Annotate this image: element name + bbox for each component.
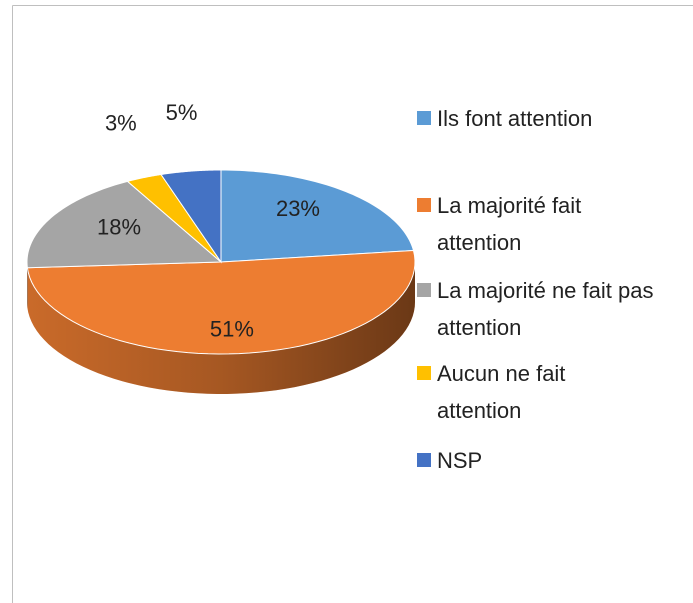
slice bbox=[26, 249, 416, 355]
legend-label: NSP bbox=[437, 448, 483, 473]
legend-label: La majorité ne fait pas attention bbox=[437, 278, 654, 340]
legend-item: Ils font attention bbox=[417, 100, 687, 137]
data-label: 3% bbox=[105, 111, 137, 136]
legend-swatch bbox=[417, 198, 431, 212]
legend-swatch bbox=[417, 366, 431, 380]
legend-swatch bbox=[417, 111, 431, 125]
slice bbox=[26, 180, 223, 269]
legend-item: NSP bbox=[417, 442, 687, 479]
legend-label: La majorité fait attention bbox=[437, 193, 582, 255]
legend-label: Aucun ne fait attention bbox=[437, 361, 566, 423]
legend-item: Aucun ne fait attention bbox=[417, 355, 687, 429]
slice-side-shade bbox=[27, 262, 416, 394]
data-label: 51% bbox=[210, 317, 254, 342]
data-label: 23% bbox=[276, 196, 320, 221]
data-label: 5% bbox=[166, 100, 198, 125]
legend-item: La majorité ne fait pas attention bbox=[417, 272, 687, 346]
data-label: 18% bbox=[97, 215, 141, 240]
legend-item: La majorité fait attention bbox=[417, 187, 687, 261]
legend-label: Ils font attention bbox=[437, 106, 593, 131]
slice bbox=[160, 169, 222, 264]
legend-swatch bbox=[417, 453, 431, 467]
slice bbox=[220, 169, 415, 263]
slice bbox=[126, 173, 222, 263]
legend-swatch bbox=[417, 283, 431, 297]
